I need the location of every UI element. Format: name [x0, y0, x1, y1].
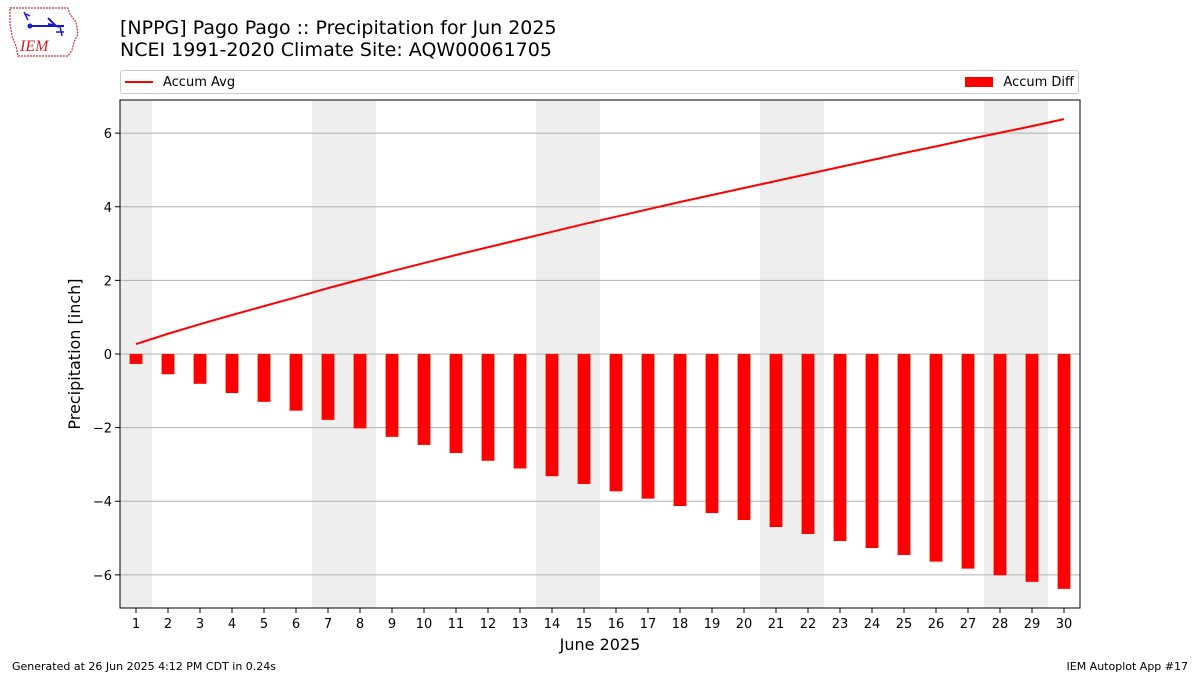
- legend-line-swatch: [125, 81, 153, 83]
- y-tick-label--4: −4: [93, 495, 112, 510]
- legend-item-accum-avg: Accum Avg: [125, 71, 235, 93]
- x-tick-label-3: 3: [196, 617, 204, 632]
- logo-text: IEM: [19, 38, 50, 55]
- x-tick-label-4: 4: [228, 617, 236, 632]
- y-tick-label--6: −6: [93, 569, 112, 584]
- x-tick-label-23: 23: [832, 617, 849, 632]
- x-tick-label-20: 20: [736, 617, 753, 632]
- legend-label-accum-avg: Accum Avg: [163, 74, 236, 90]
- bar-accum-diff-day-7: [321, 354, 335, 420]
- x-tick-label-18: 18: [672, 617, 689, 632]
- y-tick-label-4: 4: [104, 201, 112, 216]
- x-tick-label-2: 2: [164, 617, 172, 632]
- y-tick-label-6: 6: [104, 127, 112, 142]
- x-tick-label-1: 1: [132, 617, 140, 632]
- bar-accum-diff-day-13: [513, 354, 527, 469]
- bar-accum-diff-day-4: [225, 354, 239, 394]
- x-tick-label-29: 29: [1024, 617, 1041, 632]
- x-tick-label-17: 17: [640, 617, 657, 632]
- y-tick-label--2: −2: [93, 422, 112, 437]
- legend-bar-swatch: [965, 77, 994, 87]
- chart-subtitle: NCEI 1991-2020 Climate Site: AQW00061705: [120, 39, 552, 61]
- x-tick-label-7: 7: [324, 617, 332, 632]
- bar-accum-diff-day-24: [865, 354, 879, 548]
- bar-accum-diff-day-29: [1025, 354, 1039, 582]
- bar-accum-diff-day-1: [129, 354, 143, 364]
- bar-accum-diff-day-5: [257, 354, 271, 402]
- bar-accum-diff-day-2: [161, 354, 175, 375]
- x-axis-label: June 2025: [559, 635, 641, 654]
- x-tick-label-15: 15: [576, 617, 593, 632]
- x-tick-label-22: 22: [800, 617, 817, 632]
- x-tick-label-6: 6: [292, 617, 300, 632]
- bar-accum-diff-day-28: [993, 354, 1007, 576]
- x-tick-label-19: 19: [704, 617, 721, 632]
- bar-accum-diff-day-18: [673, 354, 687, 507]
- x-tick-label-12: 12: [480, 617, 497, 632]
- bar-accum-diff-day-25: [897, 354, 911, 555]
- x-tick-label-24: 24: [864, 617, 881, 632]
- bar-accum-diff-day-19: [705, 354, 719, 514]
- bar-accum-diff-day-11: [449, 354, 463, 454]
- bar-accum-diff-day-3: [193, 354, 207, 384]
- bar-accum-diff-day-8: [353, 354, 367, 429]
- bar-accum-diff-day-14: [545, 354, 559, 477]
- bar-accum-diff-day-23: [833, 354, 847, 542]
- legend: Accum Avg Accum Diff: [120, 70, 1079, 94]
- legend-label-accum-diff: Accum Diff: [1003, 74, 1074, 90]
- bar-accum-diff-day-10: [417, 354, 431, 445]
- footer-generated: Generated at 26 Jun 2025 4:12 PM CDT in …: [12, 660, 277, 673]
- x-tick-label-9: 9: [388, 617, 396, 632]
- x-tick-label-27: 27: [960, 617, 977, 632]
- bar-accum-diff-day-21: [769, 354, 783, 528]
- x-tick-label-16: 16: [608, 617, 625, 632]
- x-tick-label-13: 13: [512, 617, 529, 632]
- bar-accum-diff-day-30: [1057, 354, 1071, 589]
- x-tick-label-8: 8: [356, 617, 364, 632]
- y-axis-label: Precipitation [inch]: [65, 278, 84, 429]
- bar-accum-diff-day-22: [801, 354, 815, 535]
- x-tick-label-5: 5: [260, 617, 268, 632]
- x-tick-label-21: 21: [768, 617, 785, 632]
- x-tick-label-25: 25: [896, 617, 913, 632]
- x-tick-label-26: 26: [928, 617, 945, 632]
- x-tick-label-14: 14: [544, 617, 561, 632]
- x-tick-label-30: 30: [1056, 617, 1073, 632]
- bar-accum-diff-day-20: [737, 354, 751, 521]
- chart-title: [NPPG] Pago Pago :: Precipitation for Ju…: [120, 17, 557, 39]
- x-tick-label-11: 11: [448, 617, 465, 632]
- bar-accum-diff-day-6: [289, 354, 303, 411]
- iem-logo: IEM: [9, 7, 79, 57]
- bar-accum-diff-day-9: [385, 354, 399, 437]
- x-tick-label-28: 28: [992, 617, 1009, 632]
- legend-item-accum-diff: Accum Diff: [965, 71, 1074, 93]
- bar-accum-diff-day-15: [577, 354, 591, 484]
- y-tick-label-2: 2: [104, 274, 112, 289]
- x-tick-label-10: 10: [416, 617, 433, 632]
- line-accum-avg: [135, 118, 1065, 346]
- footer-app-id: IEM Autoplot App #17: [1066, 660, 1189, 673]
- bar-accum-diff-day-16: [609, 354, 623, 492]
- bar-accum-diff-day-12: [481, 354, 495, 461]
- y-tick-label-0: 0: [104, 348, 112, 363]
- bar-accum-diff-day-26: [929, 354, 943, 562]
- bar-accum-diff-day-17: [641, 354, 655, 499]
- bar-accum-diff-day-27: [961, 354, 975, 569]
